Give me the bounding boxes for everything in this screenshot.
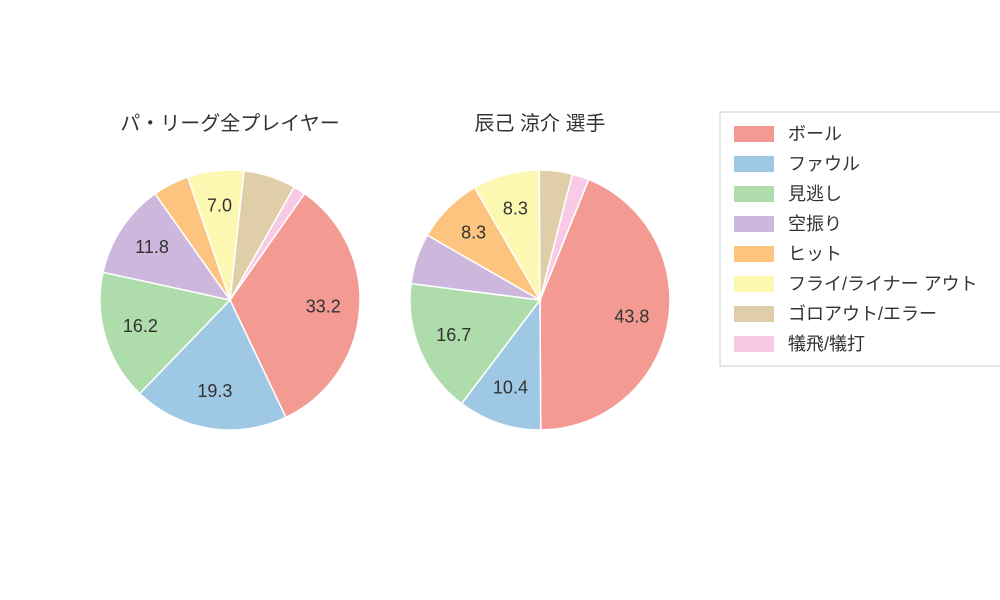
pie-label-league-looking: 16.2 xyxy=(123,316,158,336)
pie-title-league: パ・リーグ全プレイヤー xyxy=(120,112,339,135)
legend: ボールファウル見逃し空振りヒットフライ/ライナー アウトゴロアウト/エラー犠飛/… xyxy=(720,112,1000,366)
legend-label-looking: 見逃し xyxy=(788,184,842,204)
chart-svg: パ・リーグ全プレイヤー 33.2 19.3 16.2 11.8 7.0 辰己 涼介 選手 43… xyxy=(0,0,1000,600)
legend-swatch-sac xyxy=(734,336,774,352)
pie-label-player-looking: 16.7 xyxy=(436,325,471,345)
legend-label-foul: ファウル xyxy=(788,154,860,174)
pie-label-player-hit: 8.3 xyxy=(461,223,486,243)
pie-title-player: 辰己 涼介 選手 xyxy=(474,112,605,135)
pie-player: 辰己 涼介 選手 43.8 10.4 16.7 8.3 8.3 xyxy=(410,112,670,430)
pie-label-league-swinging: 11.8 xyxy=(135,237,169,257)
pie-label-league-ball: 33.2 xyxy=(306,297,341,317)
legend-swatch-fly_liner xyxy=(734,276,774,292)
legend-swatch-foul xyxy=(734,156,774,172)
legend-swatch-looking xyxy=(734,186,774,202)
pie-label-league-fly_liner: 7.0 xyxy=(207,196,232,216)
pie-label-player-fly_liner: 8.3 xyxy=(503,198,528,218)
legend-swatch-ball xyxy=(734,126,774,142)
pie-league: パ・リーグ全プレイヤー 33.2 19.3 16.2 11.8 7.0 xyxy=(100,112,360,430)
legend-label-hit: ヒット xyxy=(788,244,842,264)
pie-chart-comparison: パ・リーグ全プレイヤー 33.2 19.3 16.2 11.8 7.0 辰己 涼介 選手 43… xyxy=(0,0,1000,600)
legend-label-ball: ボール xyxy=(788,124,842,144)
legend-swatch-ground_err xyxy=(734,306,774,322)
legend-border xyxy=(720,112,1000,366)
legend-swatch-swinging xyxy=(734,216,774,232)
legend-swatch-hit xyxy=(734,246,774,262)
legend-label-sac: 犠飛/犠打 xyxy=(788,334,865,354)
legend-label-fly_liner: フライ/ライナー アウト xyxy=(788,274,978,294)
pie-label-player-foul: 10.4 xyxy=(493,378,528,398)
pie-label-player-ball: 43.8 xyxy=(614,306,649,326)
legend-label-ground_err: ゴロアウト/エラー xyxy=(788,304,937,324)
legend-label-swinging: 空振り xyxy=(788,214,842,234)
pie-label-league-foul: 19.3 xyxy=(197,381,232,401)
